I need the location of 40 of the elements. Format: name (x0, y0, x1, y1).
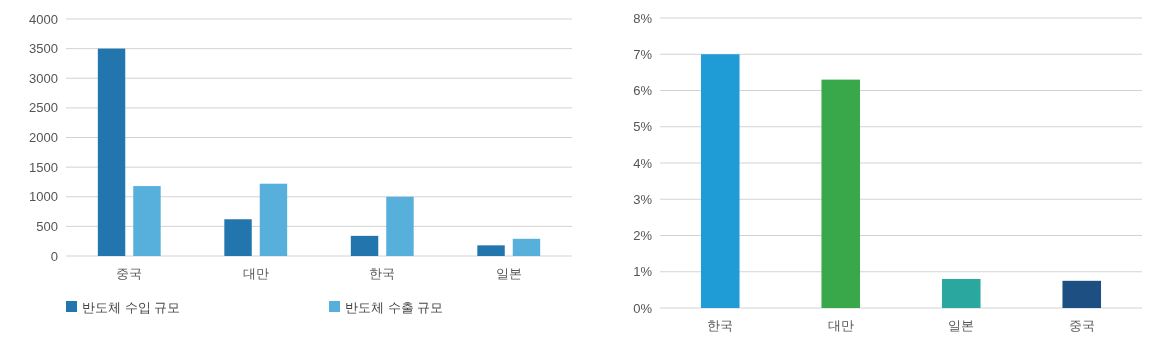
y-tick-label: 1% (633, 264, 653, 280)
bar (477, 245, 505, 256)
y-tick-label: 6% (633, 83, 653, 98)
y-tick-label: 3000 (29, 70, 58, 86)
y-tick-label: 1500 (29, 159, 58, 175)
x-tick-label: 일본 (948, 318, 975, 333)
x-tick-label: 대만 (827, 318, 854, 333)
x-tick-label: 한국 (707, 318, 734, 333)
y-tick-label: 2% (633, 228, 653, 243)
legend-label: 반도체 수입 규모 (82, 299, 181, 315)
y-tick-label: 500 (36, 218, 58, 234)
bar (97, 48, 126, 256)
bar (1062, 280, 1102, 308)
bar (133, 186, 161, 256)
y-tick-label: 2000 (29, 130, 58, 145)
y-tick-label: 8% (633, 10, 653, 26)
y-tick-label: 0 (50, 248, 58, 264)
x-tick-label: 일본 (495, 266, 522, 281)
y-tick-label: 1000 (29, 189, 58, 205)
y-tick-label: 2500 (29, 100, 58, 116)
y-tick-label: 0% (633, 300, 653, 316)
y-tick-label: 5% (633, 119, 653, 135)
bar (386, 196, 414, 256)
bar (224, 219, 252, 256)
y-tick-label: 3% (633, 191, 653, 207)
x-tick-label: 대만 (242, 266, 269, 281)
bar (941, 279, 981, 308)
bar (821, 79, 861, 308)
legend-label: 반도체 수출 규모 (345, 299, 444, 315)
x-tick-label: 중국 (1068, 318, 1095, 333)
y-tick-label: 3500 (29, 41, 58, 57)
y-tick-label: 4000 (29, 11, 58, 27)
y-tick-label: 4% (633, 155, 653, 171)
bar (259, 183, 288, 256)
bar (700, 54, 740, 308)
y-tick-label: 7% (633, 46, 653, 62)
x-tick-label: 중국 (116, 266, 143, 281)
bar (512, 238, 541, 256)
bar (350, 235, 379, 256)
x-tick-label: 한국 (369, 266, 396, 281)
